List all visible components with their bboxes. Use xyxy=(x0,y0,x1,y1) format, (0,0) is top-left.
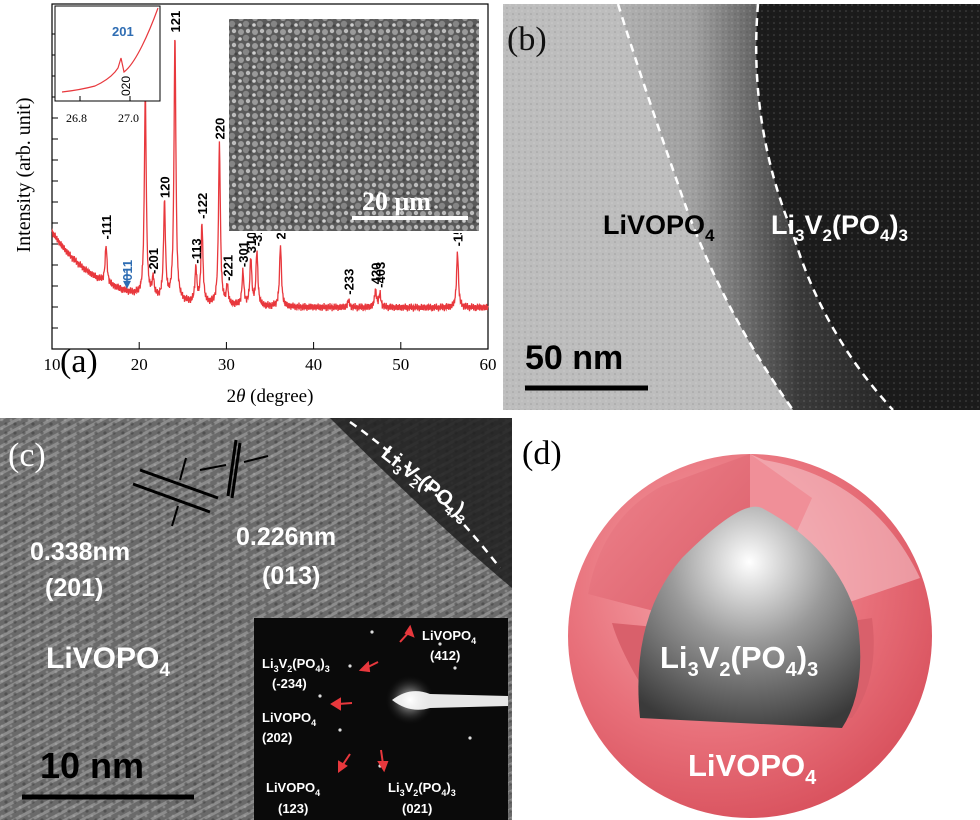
panel-c: (c) 0.338nm (201) 0.226nm (013) LiVOPO4 … xyxy=(0,418,512,820)
inset-tick-1: 26.8 xyxy=(66,111,87,125)
saed-label-1: LiVOPO4 xyxy=(422,628,476,646)
saed-label-2: Li3V2(PO4)3 xyxy=(262,656,330,674)
inset-tick-2: 27.0 xyxy=(118,111,139,125)
saed-label-5: Li3V2(PO4)3 xyxy=(388,780,456,798)
phase-li3v2po43-b: Li3V2(PO4)3 xyxy=(771,210,908,245)
peak-label: -301 xyxy=(236,241,251,267)
tem-image-b: (b) LiVOPO4 Li3V2(PO4)3 50 nm xyxy=(503,4,980,410)
peak-label: -113 xyxy=(189,238,204,263)
boundary-inner xyxy=(754,4,894,410)
x-axis-label: 2θ (degree) xyxy=(227,386,314,407)
saed-label-4: LiVOPO4 xyxy=(266,780,320,798)
inset-xrd: 201 020 26.8 27.0 xyxy=(54,5,161,125)
peak-label: 310 xyxy=(244,232,259,254)
y-axis-label: Intensity (arb. unit) xyxy=(13,98,35,253)
x-tick-label: 50 xyxy=(392,355,409,374)
saed-index-1: (412) xyxy=(430,648,460,663)
saed-inset: LiVOPO4 (412) Li3V2(PO4)3 (-234) LiVOPO4… xyxy=(254,618,508,820)
x-tick-label: 60 xyxy=(480,355,497,374)
beam-stop xyxy=(392,691,508,710)
peak-label: 220 xyxy=(212,118,227,140)
inset-frame xyxy=(54,5,161,102)
d-spacing-1: 0.338nm xyxy=(30,538,130,566)
peak-label: -233 xyxy=(341,269,356,295)
peak-label: 120 xyxy=(157,176,172,198)
phase-livopo4-b: LiVOPO4 xyxy=(603,210,715,245)
peak-label: -221 xyxy=(220,255,235,281)
saed-index-2: (-234) xyxy=(272,676,307,691)
panel-b: (b) LiVOPO4 Li3V2(PO4)3 50 nm xyxy=(503,4,980,410)
sem-scale-label: 20 μm xyxy=(362,187,431,216)
panel-c-label: (c) xyxy=(8,437,46,474)
peak-label: 121 xyxy=(168,11,183,33)
hrtem-image-c: (c) 0.338nm (201) 0.226nm (013) LiVOPO4 … xyxy=(0,418,512,820)
shell-label: LiVOPO4 xyxy=(688,748,817,789)
saed-arrows xyxy=(330,624,415,773)
panel-d: (d) Li3V2(PO4)3 LiVOPO4 xyxy=(512,418,980,820)
peak-label: -201 xyxy=(146,248,161,274)
panel-a-label: (a) xyxy=(60,343,98,380)
lattice-markers xyxy=(132,439,269,527)
peak-label: -122 xyxy=(195,193,210,219)
sem-micrograph: 20 μm xyxy=(227,17,481,233)
boundary-outer xyxy=(616,4,795,410)
saed-index-5: (021) xyxy=(402,801,432,816)
plane-2: (013) xyxy=(262,562,320,590)
panel-d-label: (d) xyxy=(522,435,562,472)
core-label: Li3V2(PO4)3 xyxy=(660,640,818,681)
core-shell-schematic: (d) Li3V2(PO4)3 LiVOPO4 xyxy=(522,435,932,818)
d-spacing-2: 0.226nm xyxy=(236,523,336,551)
inset-line xyxy=(61,7,159,93)
scale-label-b: 50 nm xyxy=(525,339,623,377)
peak-011-arrow xyxy=(122,268,131,289)
x-tick-label: 40 xyxy=(305,355,322,374)
peak-label: -403 xyxy=(373,262,388,288)
core-sphere xyxy=(638,506,861,728)
peak-label: 420 xyxy=(369,263,384,285)
boundary-c xyxy=(349,420,501,569)
phase-livopo4-c: LiVOPO4 xyxy=(46,642,170,681)
inset-peak-020: 020 xyxy=(119,76,133,96)
saed-index-3: (202) xyxy=(262,730,292,745)
xrd-pattern-line xyxy=(51,39,489,313)
x-tick-label: 10 xyxy=(44,355,61,374)
scale-label-c: 10 nm xyxy=(40,745,144,786)
x-tick-label: 20 xyxy=(131,355,148,374)
peak-label: -111 xyxy=(99,215,114,240)
plane-1: (201) xyxy=(45,574,103,602)
inset-peak-201: 201 xyxy=(112,24,134,39)
saed-index-4: (123) xyxy=(278,801,308,816)
saed-label-3: LiVOPO4 xyxy=(262,710,316,728)
x-tick-label: 30 xyxy=(218,355,235,374)
panel-b-label: (b) xyxy=(507,21,547,58)
